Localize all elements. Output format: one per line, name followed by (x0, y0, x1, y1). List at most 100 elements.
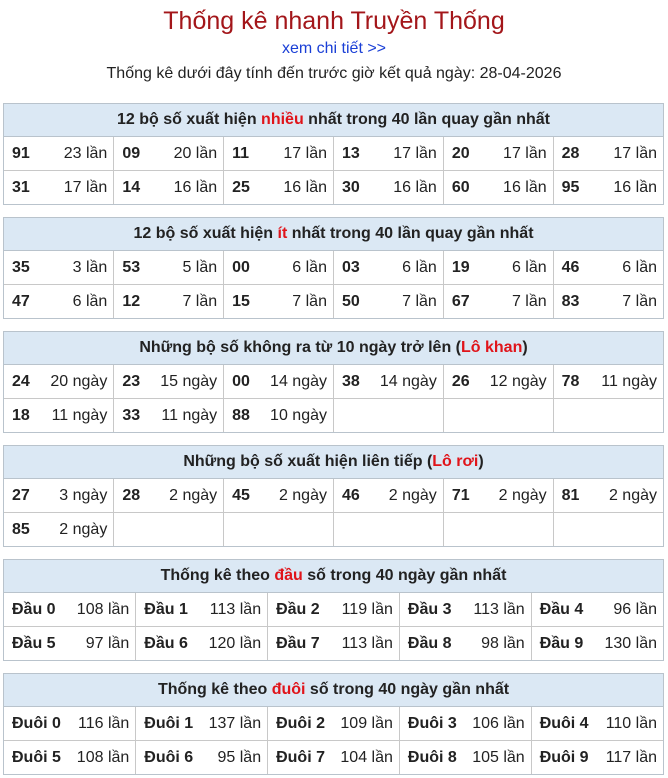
count: 6 lần (402, 258, 437, 276)
stats-table: Đầu 0 108 lần Đầu 1 113 lần Đầu 2 119 lần Đầu … (4, 593, 663, 660)
count: 120 lần (208, 634, 262, 652)
cell-content: 91 23 lần (12, 145, 107, 163)
number: 31 (12, 178, 30, 196)
count: 3 lần (72, 258, 108, 276)
detail-link[interactable]: xem chi tiết >> (281, 40, 387, 57)
cell-content: Đầu 1 113 lần (144, 601, 261, 619)
count: 105 lần (472, 748, 525, 766)
cell-content: Đuôi 5 108 lần (12, 749, 129, 767)
cell (442, 512, 554, 546)
row: 47 6 lần 12 7 lần 15 7 lần 50 7 lần 67 7 lần 83 7 l… (4, 284, 663, 318)
cell: 33 11 ngày (113, 398, 225, 432)
number: 46 (561, 258, 580, 276)
cell-content: Đầu 8 98 lần (408, 635, 525, 653)
cell: Đuôi 3 106 lần (398, 707, 532, 741)
number: Đầu 6 (144, 634, 188, 652)
number: Đầu 9 (539, 634, 584, 652)
cell-content: 25 16 lần (232, 179, 327, 197)
number: 33 (122, 406, 141, 424)
count: 2 ngày (278, 486, 327, 504)
section: Những bộ số xuất hiện liên tiếp (Lô rơi)… (3, 445, 664, 547)
number: 53 (122, 258, 141, 276)
cell: 83 7 lần (552, 284, 663, 318)
cell-content: 09 20 lần (122, 145, 217, 163)
cell: Đầu 9 130 lần (530, 626, 663, 660)
cell-content: Đuôi 8 105 lần (408, 749, 525, 767)
cell: 78 11 ngày (552, 365, 663, 399)
count: 12 ngày (489, 372, 547, 390)
count: 11 ngày (161, 406, 218, 424)
count: 14 ngày (270, 372, 327, 390)
row: 18 11 ngày 33 11 ngày 88 10 ngày (4, 398, 663, 432)
cell-content: Đầu 9 130 lần (540, 635, 657, 653)
number: Đuôi 7 (276, 748, 325, 766)
count: 137 lần (208, 714, 262, 732)
count: 17 lần (393, 144, 437, 162)
count: 113 lần (341, 634, 393, 652)
cell: 81 2 ngày (552, 479, 663, 513)
number: Đầu 1 (144, 600, 188, 618)
number: 11 (232, 144, 250, 162)
cell-content: 12 7 lần (122, 293, 217, 311)
cell: 30 16 lần (332, 170, 444, 204)
number: Đầu 8 (407, 634, 452, 652)
cell: 71 2 ngày (442, 479, 554, 513)
cell: Đầu 8 98 lần (398, 626, 532, 660)
count: 116 lần (77, 714, 130, 732)
cell: 53 5 lần (113, 251, 225, 285)
header: Thống kê nhanh Truyền Thống xem chi tiết… (0, 0, 668, 87)
cell: 67 7 lần (442, 284, 554, 318)
row: Đầu 0 108 lần Đầu 1 113 lần Đầu 2 119 lần Đầu … (4, 593, 663, 627)
cell: 26 12 ngày (442, 365, 554, 399)
title-text: Thống kê theo (157, 681, 272, 698)
cell-content: 35 3 lần (12, 259, 107, 277)
count: 10 ngày (270, 406, 327, 424)
number: 38 (341, 372, 360, 390)
cell: 31 17 lần (4, 170, 115, 204)
number: 47 (12, 292, 30, 310)
number: Đuôi 5 (12, 748, 61, 766)
cell-content: Đuôi 0 116 lần (12, 715, 129, 733)
number: 67 (451, 292, 470, 310)
count: 6 lần (511, 258, 547, 276)
cell: Đầu 6 120 lần (135, 626, 269, 660)
cell: Đầu 2 119 lần (267, 593, 400, 627)
cell-content: 26 12 ngày (452, 373, 547, 391)
cell: 35 3 lần (4, 251, 115, 285)
count: 108 lần (76, 600, 130, 618)
cell-content: Đầu 7 113 lần (276, 635, 393, 653)
cell-content: 38 14 ngày (342, 373, 437, 391)
number: 27 (12, 486, 30, 504)
count: 109 lần (340, 714, 393, 732)
cell-content: 13 17 lần (342, 145, 437, 163)
count: 15 ngày (160, 372, 218, 390)
count: 16 lần (613, 178, 657, 196)
cell-content: Đuôi 2 109 lần (276, 715, 393, 733)
number: 95 (561, 178, 580, 196)
title-highlight: đuôi (271, 681, 306, 698)
number: 14 (122, 178, 141, 196)
cell: 85 2 ngày (4, 512, 115, 546)
number: 30 (341, 178, 360, 196)
number: 03 (341, 258, 360, 276)
cell: Đuôi 1 137 lần (135, 707, 269, 741)
cell-content: 60 16 lần (452, 179, 547, 197)
cell-content: 71 2 ngày (452, 487, 547, 505)
count: 119 lần (341, 600, 393, 618)
section-title: Những bộ số xuất hiện liên tiếp (Lô rơi) (4, 446, 663, 479)
count: 20 lần (173, 144, 218, 162)
cell-content: 28 17 lần (562, 145, 657, 163)
count: 11 ngày (601, 372, 657, 390)
count: 14 ngày (379, 372, 437, 390)
number: Đầu 5 (12, 634, 56, 652)
cell-content: 14 16 lần (122, 179, 217, 197)
count: 11 ngày (51, 406, 108, 424)
number: 81 (561, 486, 580, 504)
number: 28 (561, 144, 580, 162)
cell: 47 6 lần (4, 284, 115, 318)
cell: 28 2 ngày (113, 479, 225, 513)
cell: 46 2 ngày (332, 479, 444, 513)
cell-content: Đuôi 9 117 lần (540, 749, 657, 767)
cell: 25 16 lần (223, 170, 334, 204)
cell: Đầu 4 96 lần (530, 593, 663, 627)
